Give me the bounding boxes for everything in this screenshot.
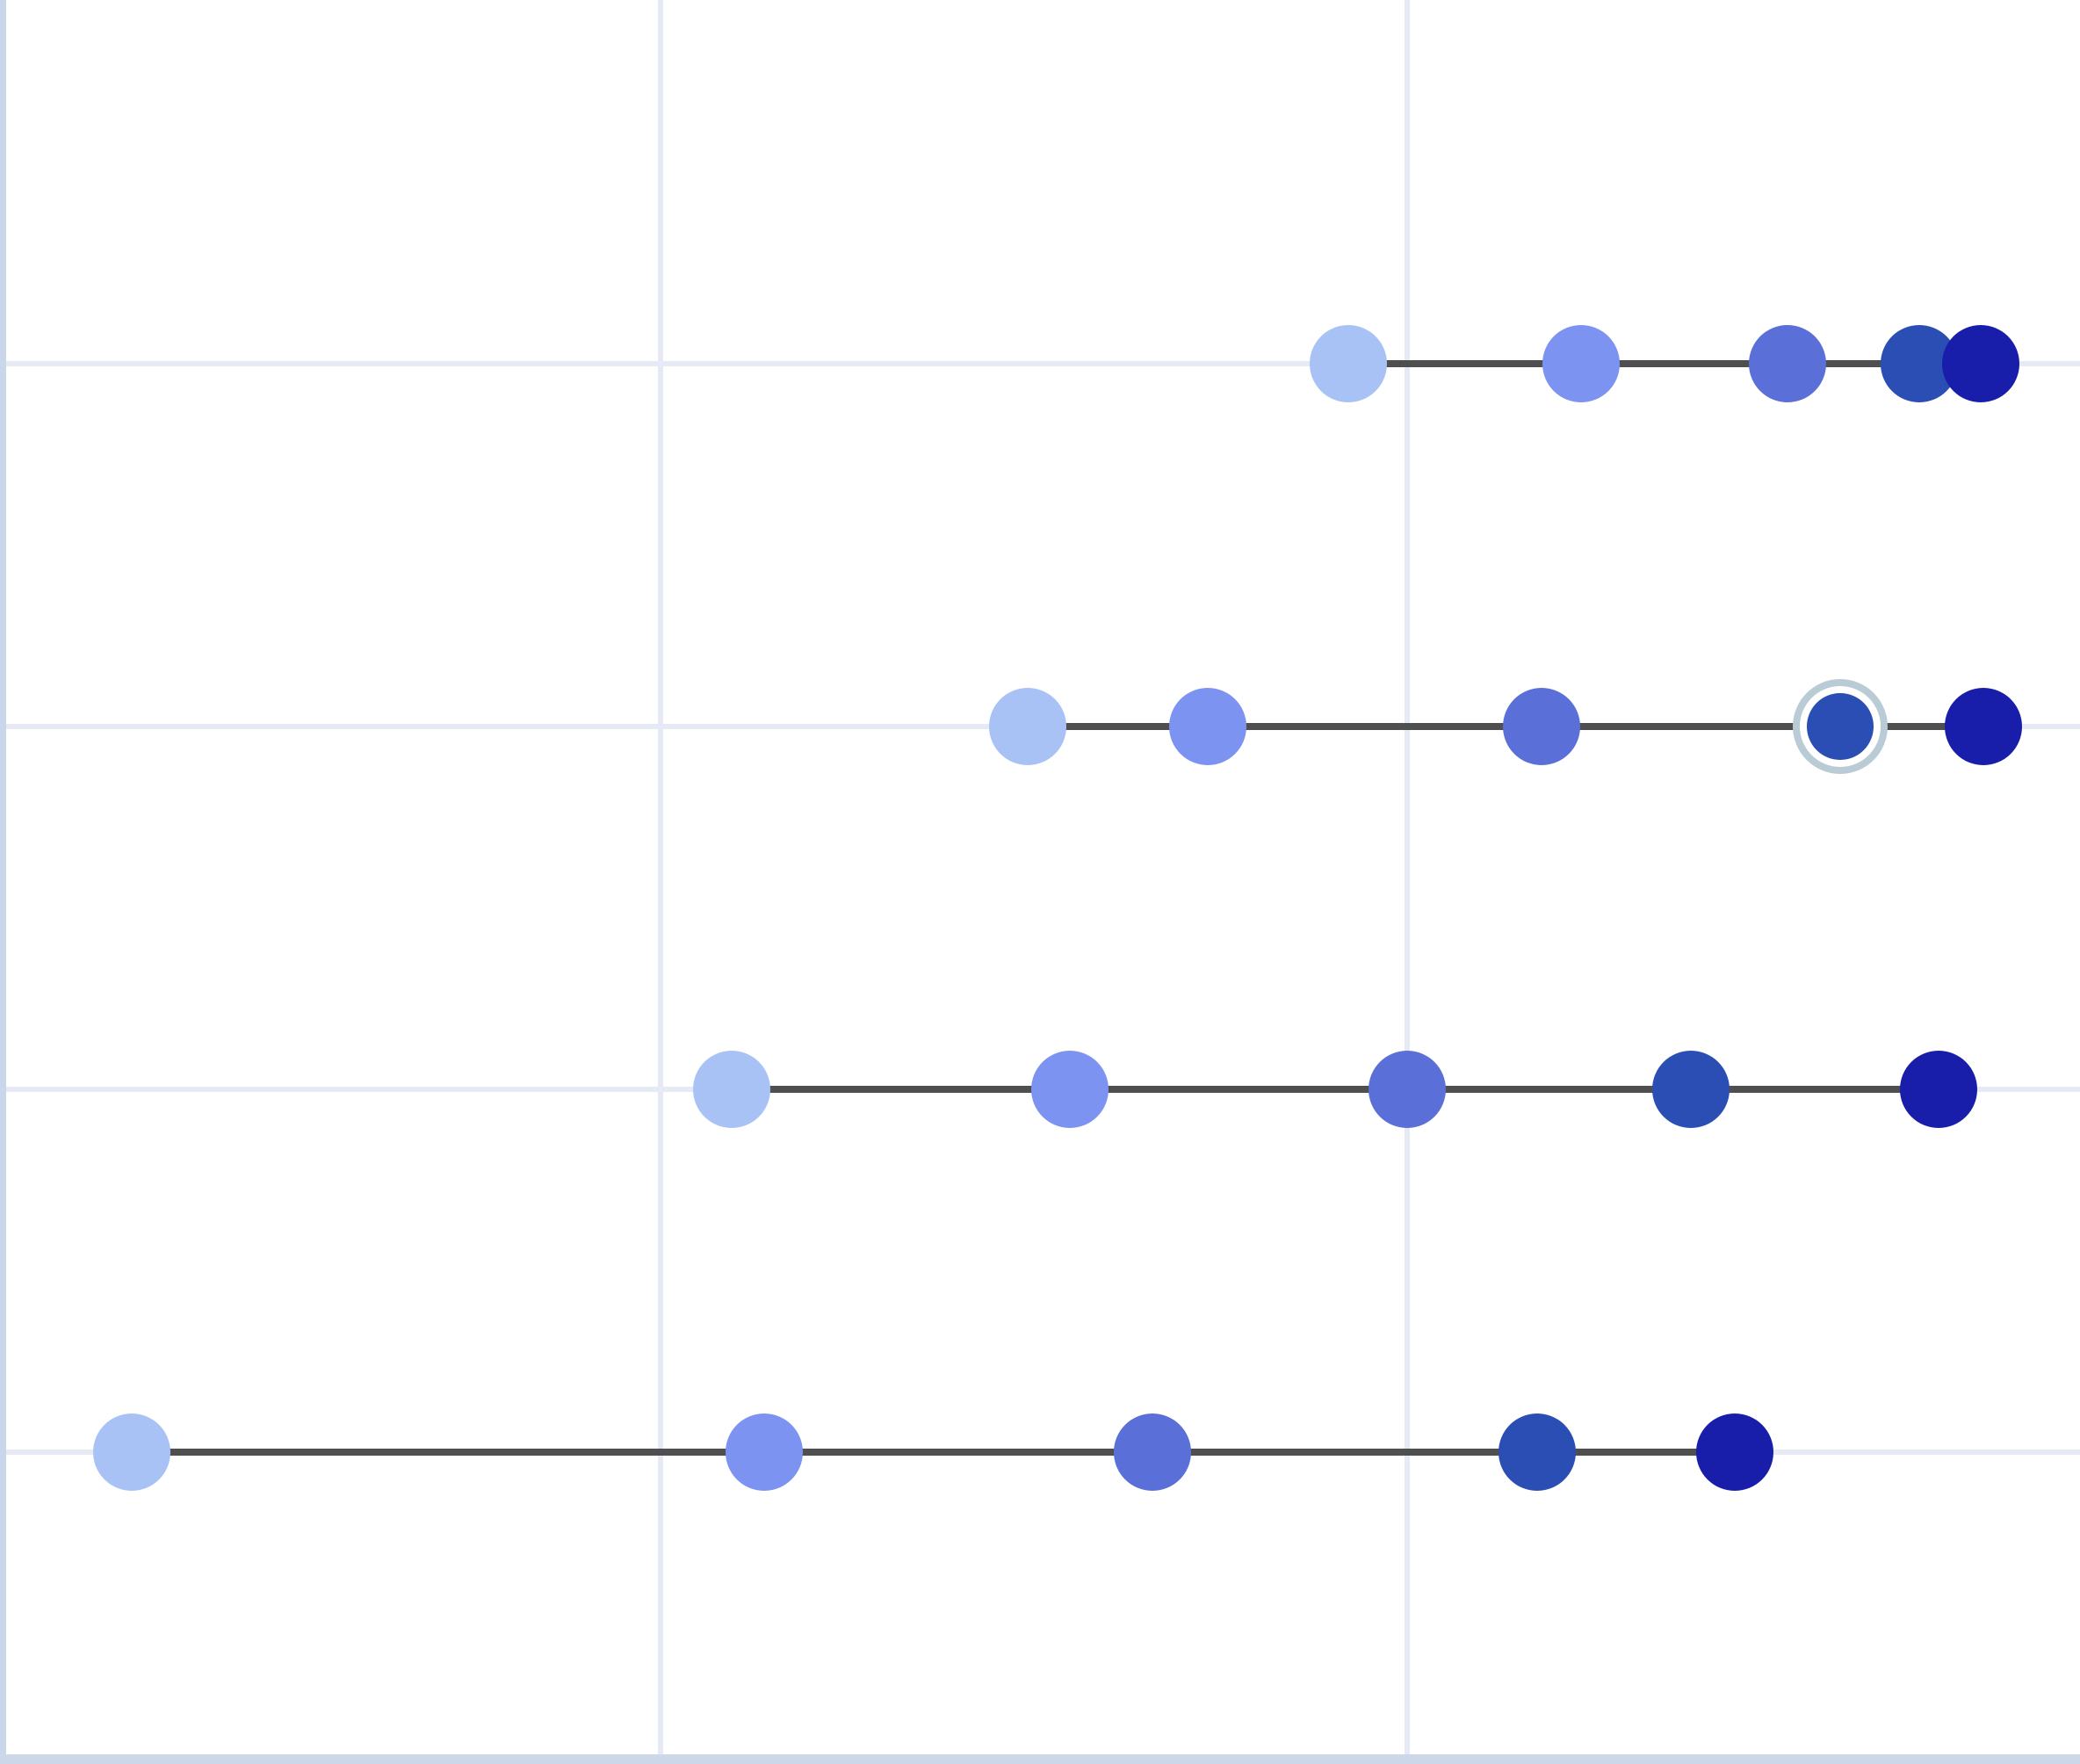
axis-border-bottom — [0, 1754, 2080, 1764]
data-point[interactable] — [1945, 688, 2022, 765]
gridline-horizontal — [0, 361, 2080, 366]
connector-line — [732, 1086, 1939, 1093]
data-point[interactable] — [1542, 325, 1620, 402]
data-point[interactable] — [1499, 1413, 1576, 1491]
data-point[interactable] — [1310, 325, 1387, 402]
axis-border-left — [0, 0, 6, 1764]
gridline-vertical — [658, 0, 663, 1764]
data-point[interactable] — [693, 1051, 770, 1128]
data-point[interactable] — [1652, 1051, 1730, 1128]
data-point[interactable] — [1031, 1051, 1109, 1128]
data-point[interactable] — [1942, 325, 2019, 402]
data-point[interactable] — [1696, 1413, 1773, 1491]
data-point[interactable] — [989, 688, 1066, 765]
data-point-selected[interactable] — [1807, 693, 1874, 760]
data-point[interactable] — [1503, 688, 1580, 765]
data-point[interactable] — [93, 1413, 170, 1491]
gridline-vertical — [1405, 0, 1410, 1764]
data-point[interactable] — [726, 1413, 803, 1491]
data-point[interactable] — [1369, 1051, 1446, 1128]
data-point[interactable] — [1114, 1413, 1191, 1491]
data-point[interactable] — [1169, 688, 1246, 765]
data-point[interactable] — [1749, 325, 1826, 402]
data-point[interactable] — [1900, 1051, 1977, 1128]
connector-line — [132, 1449, 1735, 1456]
connector-line — [1348, 360, 1981, 367]
